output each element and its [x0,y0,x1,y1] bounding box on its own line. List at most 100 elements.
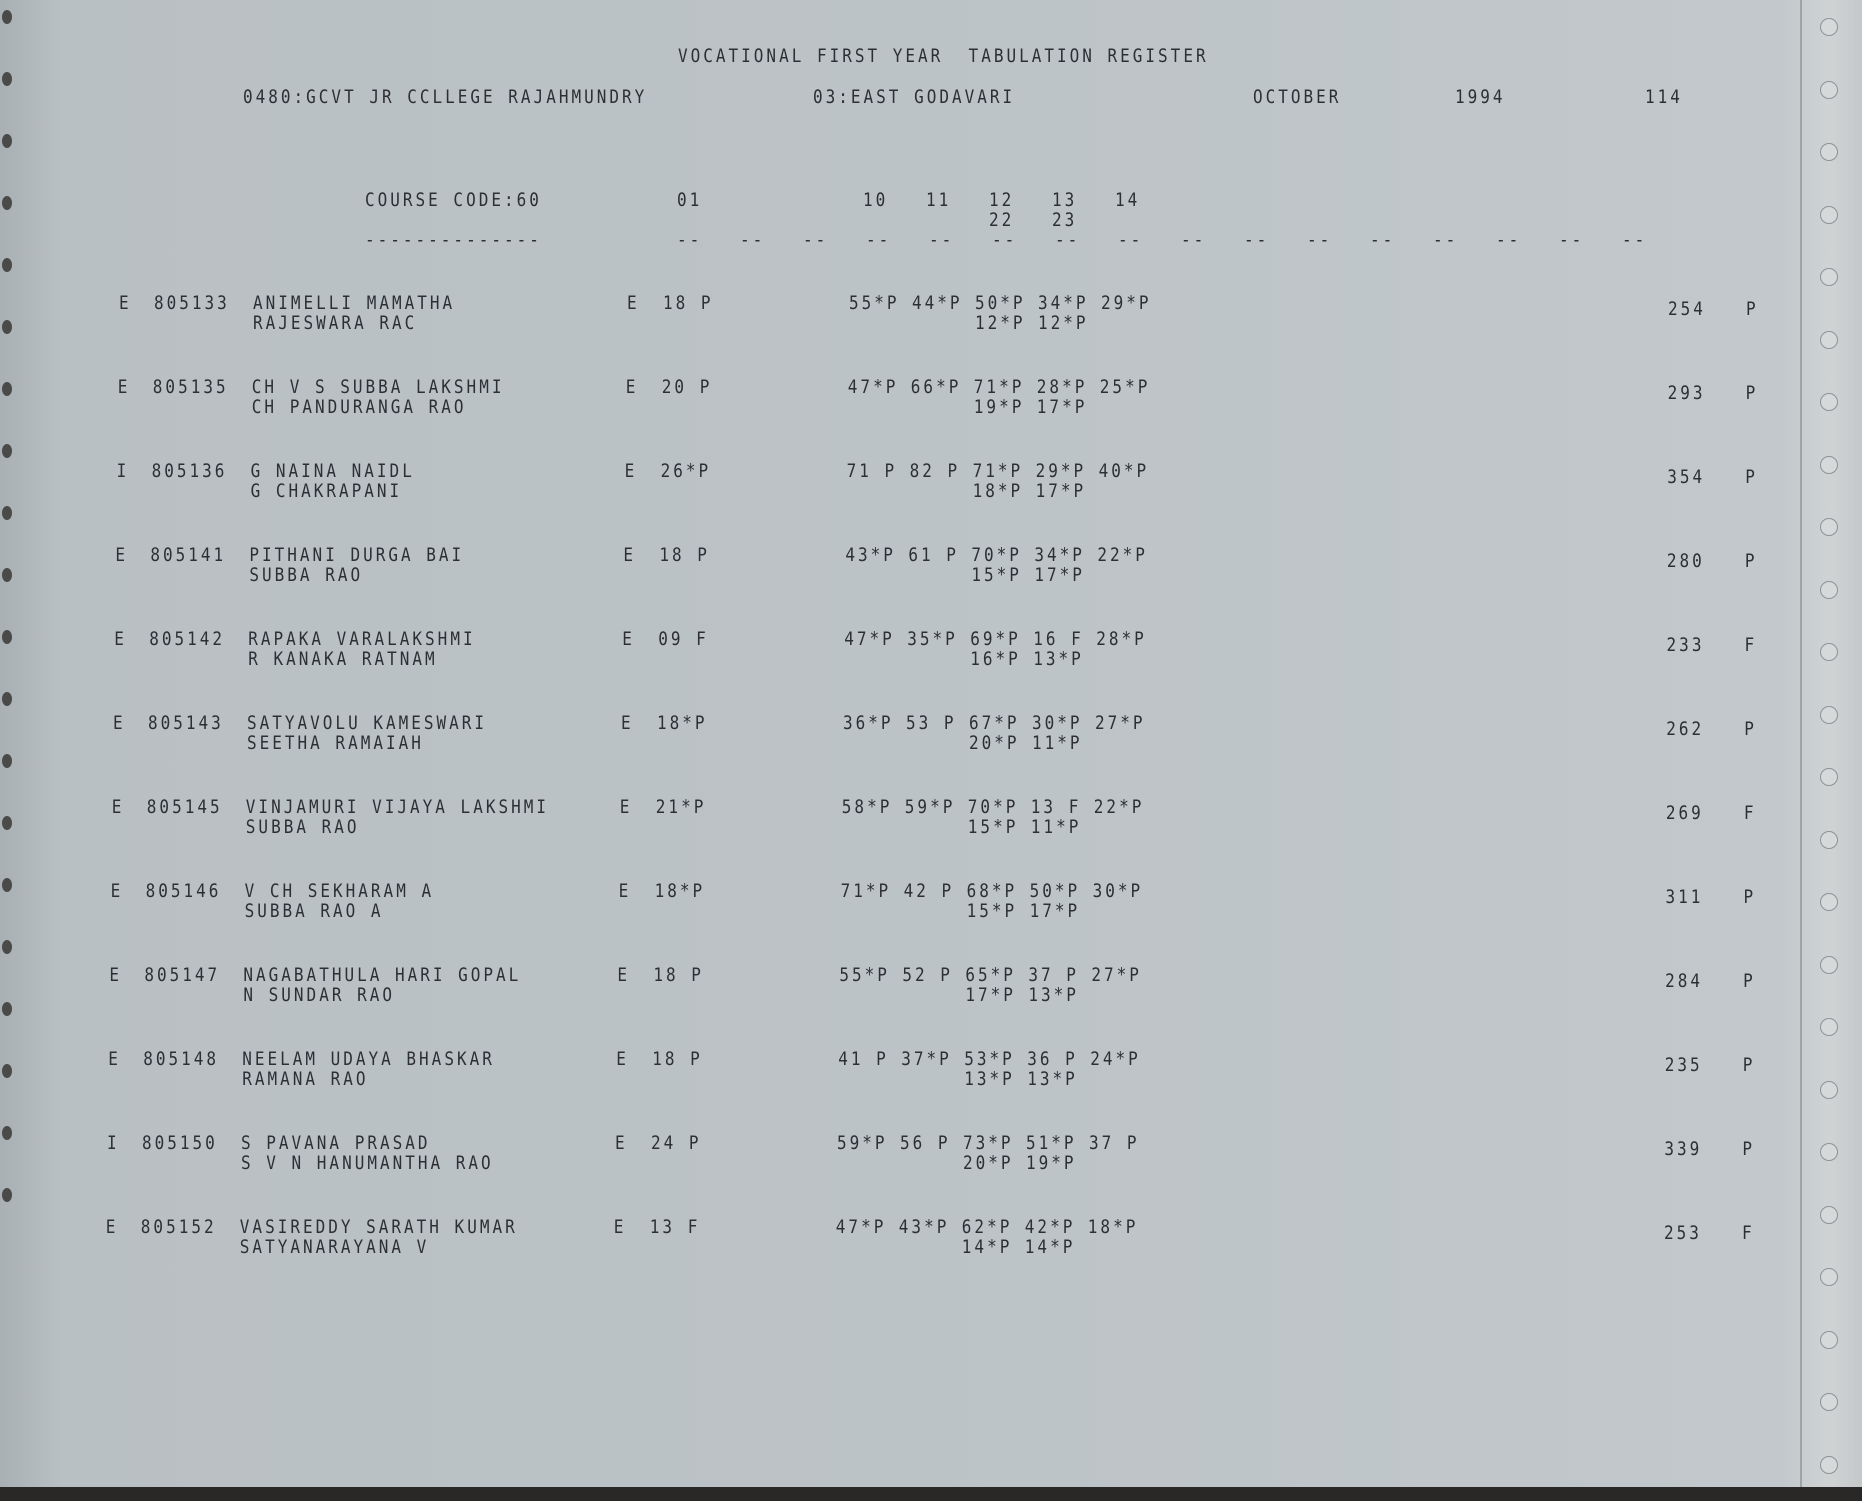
cell-name: V CH SEKHARAM A [244,879,435,902]
tractor-hole [1820,1330,1838,1349]
district: 03:EAST GODAVARI [813,85,1016,108]
col-header-13: 13 [1052,188,1078,211]
cell-m23: 17*P [1029,899,1081,922]
cell-m01: 24 P [651,1131,702,1154]
cell-m22: 19*P [973,395,1025,418]
cell-m01: 18 P [663,291,714,314]
cell-parent: CH PANDURANGA RAO [251,395,467,418]
cell-parent: R KANAKA RATNAM [248,647,438,670]
tractor-hole [1820,330,1838,349]
cell-m11: 82 P [909,459,961,482]
cell-m14: 24*P [1090,1047,1141,1070]
cell-parent: SEETHA RAMAIAH [247,731,424,754]
binding-hole [2,134,12,148]
cell-m22: 14*P [961,1235,1013,1258]
cell-m10: 47*P [844,627,895,650]
cell-cat: E [108,1047,121,1070]
cell-name: G NAINA NAIDL [250,459,415,482]
cell-m22: 15*P [967,815,1019,838]
cell-m10: 43*P [845,543,896,566]
cell-id: 805146 [145,879,222,902]
column-dash: -- [1370,228,1396,251]
tractor-hole [1820,455,1838,474]
cell-m11: 59*P [904,795,956,818]
cell-m11: 56 P [900,1131,951,1154]
tractor-hole [1820,205,1838,224]
column-dash: -- [1496,228,1522,251]
tractor-hole [1820,1205,1838,1224]
cell-m10: 71 P [846,459,898,482]
cell-m13: 34*P [1034,543,1085,566]
cell-m13: 16 F [1033,627,1084,650]
cell-total: 233 [1666,633,1705,656]
col-header-22: 22 [989,208,1015,231]
cell-m13: 28*P [1036,375,1088,398]
cell-m13: 29*P [1035,459,1087,482]
cell-parent: SUBBA RAO [245,815,360,838]
tractor-hole [1820,1455,1838,1474]
cell-m22: 13*P [964,1067,1015,1090]
cell-m22: 15*P [971,563,1022,586]
cell-id: 805136 [151,459,228,482]
cell-m01: 21*P [655,795,707,818]
cell-m11: 61 P [908,543,959,566]
cell-m11: 42 P [903,879,955,902]
cell-cat: E [105,1215,119,1238]
course-code-underline: -------------- [365,228,542,251]
cell-lang: E [618,879,632,902]
cell-m23: 17*P [1034,563,1085,586]
cell-m01: 18*P [657,711,708,734]
cell-m12: 65*P [965,963,1016,986]
tractor-hole [1820,268,1838,286]
tractor-hole [1820,643,1838,661]
cell-m22: 17*P [965,983,1016,1006]
cell-result: P [1745,381,1759,404]
tractor-hole [1820,768,1838,786]
cell-m10: 55*P [849,291,900,314]
column-dash: -- [1055,228,1081,251]
cell-parent: RAJESWARA RAC [253,311,418,334]
cell-m12: 70*P [971,543,1022,566]
cell-total: 284 [1665,969,1704,992]
cell-result: P [1742,1137,1756,1160]
binding-hole [2,444,12,458]
cell-m23: 13*P [1033,647,1084,670]
cell-lang: E [624,459,638,482]
cell-result: P [1743,969,1756,992]
cell-m01: 18 P [653,963,704,986]
column-dash: -- [1307,228,1333,251]
cell-m22: 20*P [969,731,1020,754]
cell-name: NEELAM UDAYA BHASKAR [242,1047,495,1070]
binding-hole [2,320,12,334]
col-header-14: 14 [1115,188,1141,211]
cell-m01: 18 P [652,1047,703,1070]
tractor-hole [1820,580,1838,599]
cell-name: PITHANI DURGA BAI [249,543,465,566]
course-code: COURSE CODE:60 [365,188,542,211]
binding-hole [2,196,12,210]
cell-m11: 66*P [910,375,962,398]
column-dash: -- [740,228,766,251]
cell-m12: 70*P [967,795,1019,818]
tractor-hole [1820,1268,1838,1286]
cell-parent: SUBBA RAO A [244,899,384,922]
column-dash: -- [1559,228,1585,251]
cell-result: P [1743,885,1757,908]
cell-m11: 43*P [898,1215,950,1238]
column-dash: -- [1181,228,1207,251]
column-dash: -- [1118,228,1144,251]
col-header-12: 12 [989,188,1015,211]
cell-m10: 59*P [837,1131,888,1154]
cell-m13: 42*P [1024,1215,1076,1238]
cell-m12: 62*P [961,1215,1013,1238]
cell-total: 262 [1666,717,1705,740]
cell-id: 805142 [149,627,225,650]
cell-m23: 13*P [1028,983,1079,1006]
cell-m14: 27*P [1091,963,1142,986]
binding-hole [2,72,12,86]
cell-m14: 22*P [1093,795,1145,818]
cell-cat: E [119,291,132,314]
cell-m10: 55*P [839,963,890,986]
cell-lang: E [627,291,640,314]
binding-hole [2,940,12,954]
